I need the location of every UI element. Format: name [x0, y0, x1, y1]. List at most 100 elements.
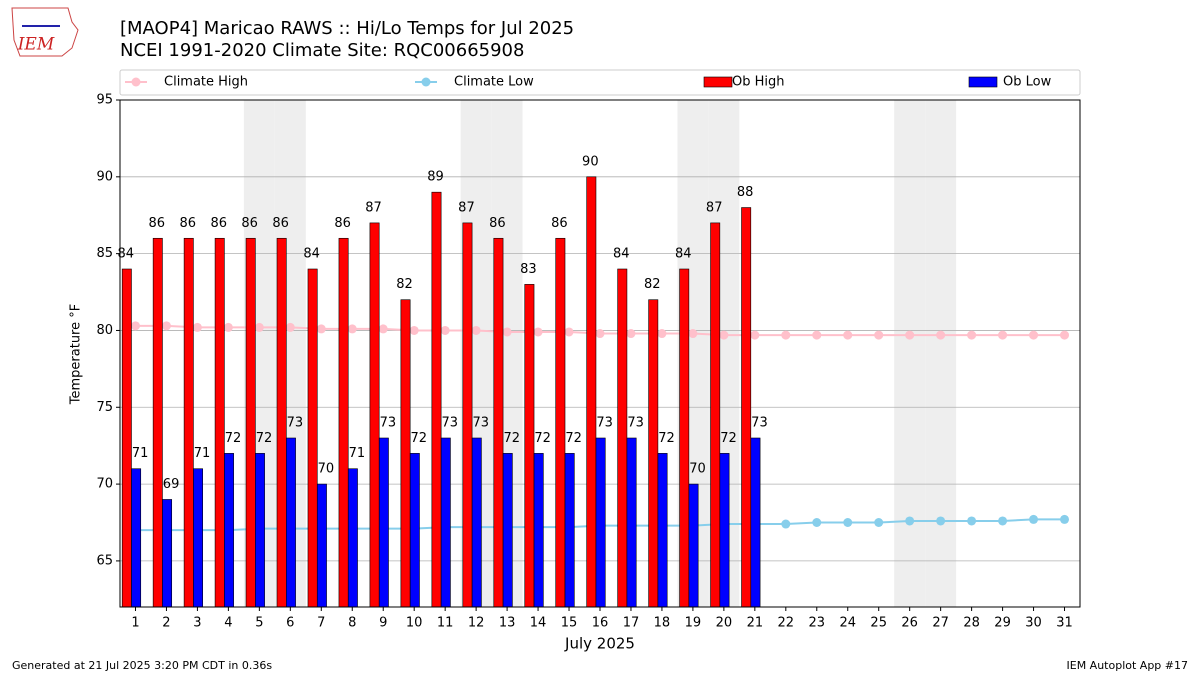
bar [183, 237, 194, 608]
value-label: 88 [737, 185, 754, 200]
point [192, 322, 202, 332]
chart-subtitle: NCEI 1991-2020 Climate Site: RQC00665908 [120, 40, 524, 61]
bar [378, 437, 389, 608]
bar [679, 268, 690, 608]
value-label: 73 [596, 416, 613, 431]
point [843, 330, 853, 340]
value-label: 71 [349, 446, 366, 461]
bar [524, 284, 535, 608]
point [967, 330, 977, 340]
x-tick-label: 2 [162, 616, 170, 631]
point [440, 325, 450, 335]
point [812, 330, 822, 340]
x-tick-label: 15 [561, 616, 578, 631]
value-label: 73 [627, 416, 644, 431]
point [1029, 330, 1039, 340]
value-label: 87 [365, 200, 382, 215]
legend-label: Climate High [164, 75, 248, 90]
bar [316, 483, 327, 608]
value-label: 89 [427, 170, 444, 185]
value-label: 73 [442, 416, 459, 431]
y-tick-label: 65 [96, 553, 113, 568]
footer-right: IEM Autoplot App #17 [1067, 659, 1189, 672]
bar [193, 468, 203, 608]
bar [347, 468, 358, 608]
point [316, 324, 326, 334]
value-label: 86 [241, 216, 258, 231]
value-label: 83 [520, 262, 537, 277]
weekend-shade [925, 100, 957, 607]
point [843, 518, 853, 527]
value-label: 73 [751, 416, 768, 431]
value-label: 70 [689, 462, 706, 477]
value-label: 73 [472, 416, 489, 431]
x-tick-label: 10 [406, 616, 423, 631]
point [750, 330, 760, 340]
point [285, 322, 295, 332]
point [626, 329, 636, 339]
bar [493, 237, 504, 608]
x-tick-label: 16 [592, 616, 609, 631]
point [409, 325, 419, 335]
bar [719, 453, 730, 608]
x-tick-label: 27 [932, 616, 949, 631]
value-label: 90 [582, 154, 599, 169]
legend-marker [421, 77, 431, 87]
bar [471, 437, 482, 608]
bar [555, 237, 566, 608]
x-tick-label: 5 [255, 616, 263, 631]
x-axis-label: July 2025 [564, 635, 635, 653]
bar [688, 483, 699, 608]
value-label: 87 [458, 200, 475, 215]
x-tick-label: 30 [1025, 616, 1042, 631]
bar [255, 453, 265, 608]
x-tick-label: 25 [870, 616, 887, 631]
x-tick-label: 29 [994, 616, 1011, 631]
point [1029, 514, 1039, 524]
point [130, 321, 140, 331]
value-label: 72 [720, 431, 737, 446]
x-tick-label: 4 [224, 616, 232, 631]
x-tick-label: 17 [623, 616, 640, 631]
x-tick-label: 13 [499, 616, 516, 631]
bar [462, 222, 473, 608]
bar [162, 499, 173, 608]
value-label: 86 [551, 216, 568, 231]
point [471, 325, 481, 335]
point [378, 324, 388, 334]
x-tick-label: 22 [778, 616, 795, 631]
bar [750, 437, 761, 608]
point [502, 327, 512, 337]
value-label: 86 [272, 216, 289, 231]
bar [338, 237, 349, 608]
point [595, 329, 605, 339]
point [657, 329, 667, 339]
bar [564, 453, 575, 608]
x-tick-label: 20 [716, 616, 733, 631]
value-label: 73 [380, 416, 397, 431]
point [564, 327, 574, 337]
point [781, 330, 791, 340]
value-label: 73 [287, 416, 304, 431]
value-label: 72 [658, 431, 675, 446]
legend [119, 69, 1081, 96]
value-label: 72 [534, 431, 551, 446]
x-tick-label: 28 [963, 616, 980, 631]
bar [307, 268, 318, 608]
point [905, 330, 915, 340]
x-tick-label: 23 [809, 616, 826, 631]
value-label: 72 [411, 431, 428, 446]
x-tick-label: 8 [348, 616, 356, 631]
point [781, 519, 791, 529]
bar [214, 237, 225, 608]
y-tick-label: 75 [96, 400, 113, 415]
x-tick-label: 19 [685, 616, 702, 631]
bar [617, 268, 628, 608]
point [874, 330, 884, 340]
x-tick-label: 1 [131, 616, 139, 631]
legend-swatch [968, 76, 998, 88]
bar [502, 453, 513, 608]
x-tick-label: 6 [286, 616, 294, 631]
logo: IEM [11, 7, 79, 57]
